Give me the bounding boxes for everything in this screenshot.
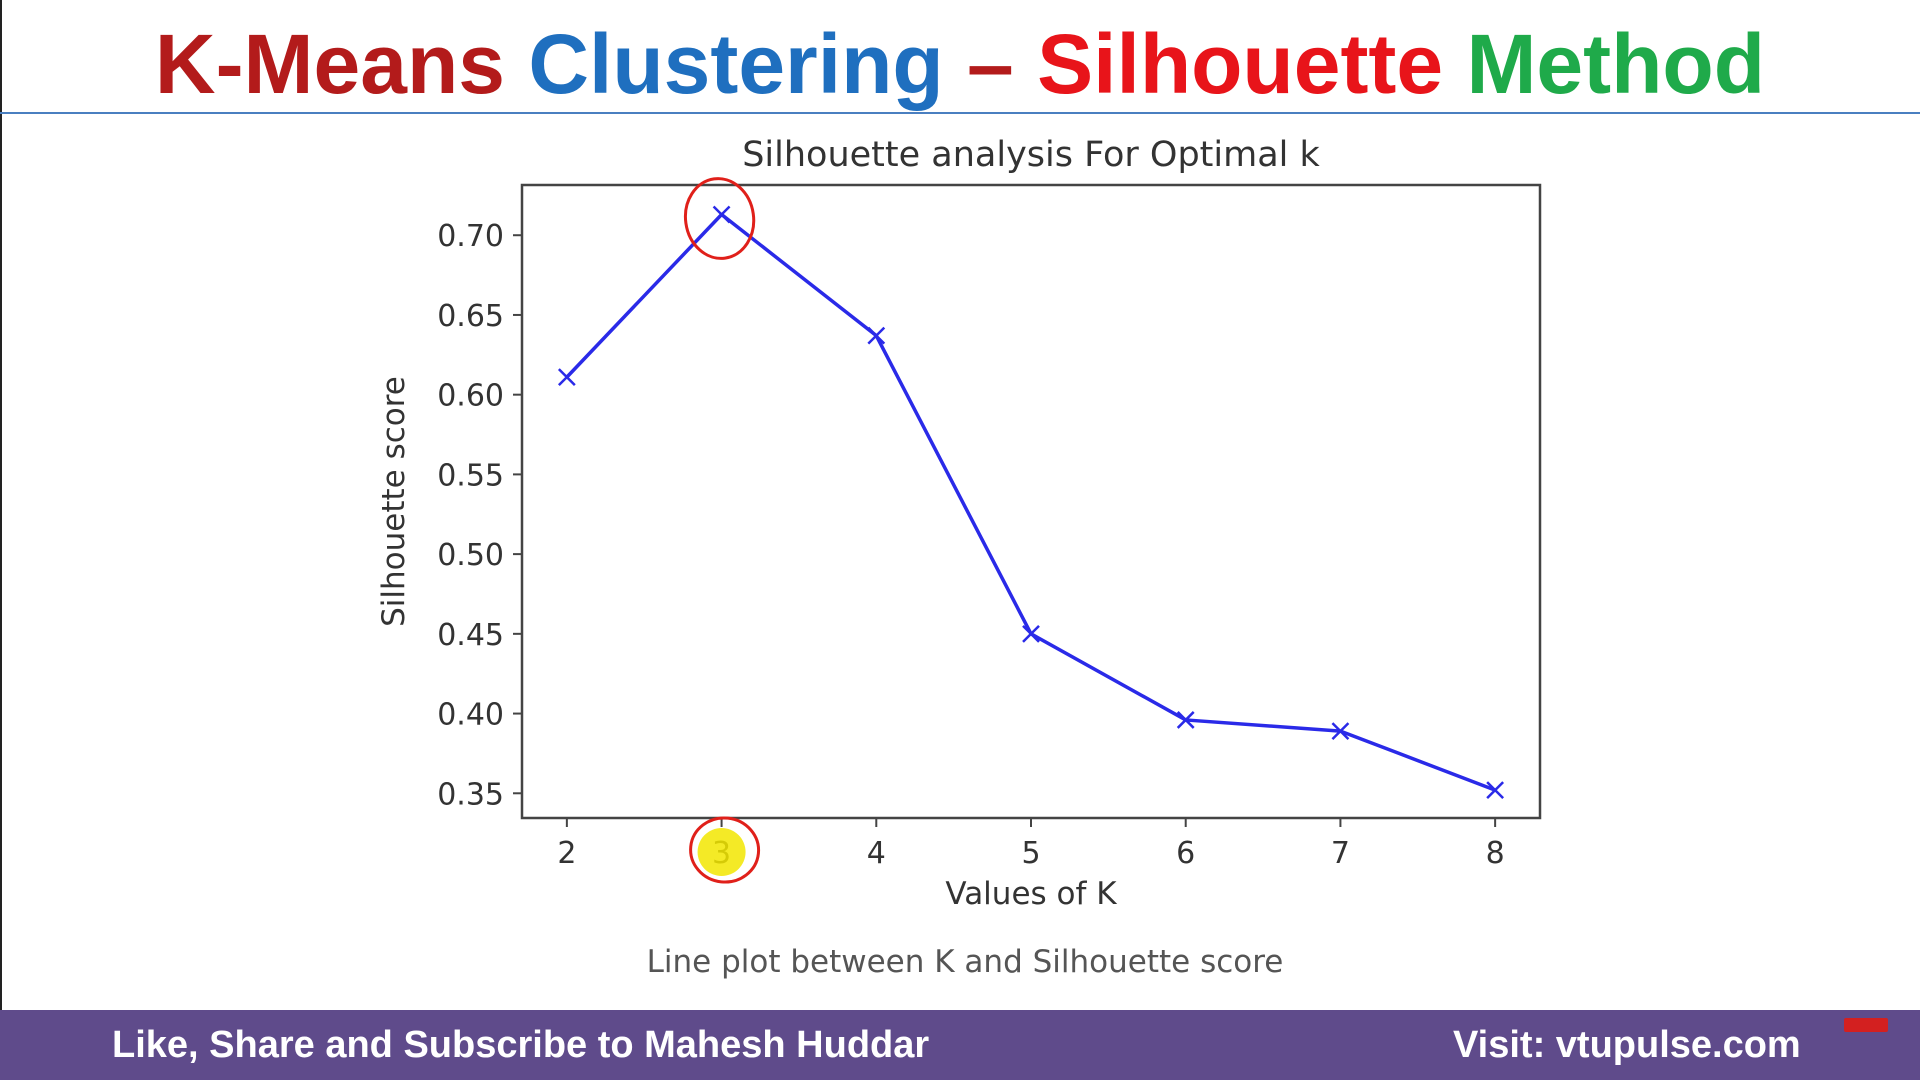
footer-website-text: Visit: vtupulse.com	[1453, 1024, 1801, 1066]
title-divider	[0, 112, 1920, 114]
annotation-circle-tick	[689, 816, 761, 884]
subscribe-badge-icon[interactable]	[1844, 1018, 1888, 1032]
footer-subscribe-text: Like, Share and Subscribe to Mahesh Hudd…	[112, 1024, 930, 1066]
y-tick-label: 0.70	[437, 219, 504, 254]
data-point-marker	[867, 326, 886, 345]
chart-title: Silhouette analysis For Optimal k	[742, 135, 1320, 175]
x-tick-label: 8	[1486, 836, 1505, 871]
x-axis-label: Values of K	[945, 876, 1117, 912]
left-edge-line	[0, 0, 2, 1010]
y-tick-label: 0.60	[437, 379, 504, 414]
data-point-marker	[712, 205, 731, 224]
slide-title: K-Means Clustering – Silhouette Method	[0, 14, 1920, 114]
y-tick-label: 0.45	[437, 618, 504, 653]
data-point-marker	[1176, 711, 1195, 729]
plot-frame	[520, 183, 1542, 820]
highlight-marker-k3	[697, 828, 746, 876]
title-part-clustering: Clustering	[528, 17, 944, 111]
y-tick-label: 0.40	[437, 698, 504, 733]
data-point-marker	[1486, 781, 1505, 799]
title-part-silhouette: Silhouette	[1037, 17, 1444, 111]
data-point-marker	[1331, 722, 1350, 740]
title-part-method: Method	[1443, 17, 1766, 111]
footer-bar: Like, Share and Subscribe to Mahesh Hudd…	[0, 1010, 1920, 1080]
data-point-marker	[557, 368, 576, 387]
silhouette-line-chart: Silhouette analysis For Optimal k 0.35 0.4…	[376, 135, 1542, 912]
y-tick-label: 0.65	[437, 299, 504, 334]
title-part-kmeans: K-Means	[154, 17, 529, 111]
y-tick-label: 0.50	[437, 538, 504, 573]
annotation-circle-peak	[683, 177, 756, 260]
data-point-marker	[1022, 624, 1040, 643]
x-tick-label: 5	[1021, 836, 1040, 871]
figure-caption: Line plot between K and Silhouette score	[646, 944, 1284, 980]
x-tick-label: 6	[1176, 836, 1195, 871]
x-tick-label: 7	[1331, 836, 1350, 871]
y-axis-label: Silhouette score	[376, 376, 412, 627]
y-tick-label: 0.35	[437, 777, 504, 812]
title-part-dash: –	[943, 17, 1038, 111]
series-line	[565, 212, 1496, 792]
y-tick-label: 0.55	[437, 458, 504, 493]
x-tick-label: 4	[867, 836, 886, 871]
x-tick-label: 2	[557, 836, 576, 871]
